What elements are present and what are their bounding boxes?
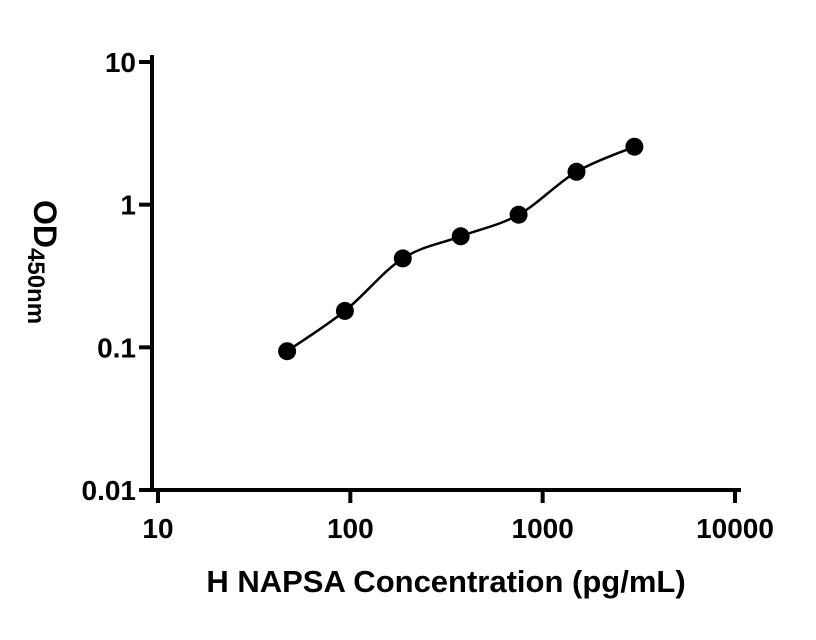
x-axis-title: H NAPSA Concentration (pg/mL) <box>206 564 685 599</box>
data-points <box>278 137 644 361</box>
y-tick-label: 10 <box>105 47 136 78</box>
axis-lines <box>150 55 741 492</box>
x-tick-label: 10 <box>142 513 173 544</box>
data-point <box>278 342 297 361</box>
y-axis-title-sub: 450nm <box>22 248 49 324</box>
tick-labels: 10 100 1000 10000 0.01 0.1 1 10 <box>82 47 774 544</box>
y-tick-label: 0.1 <box>97 332 136 363</box>
data-point <box>335 301 354 320</box>
data-point <box>509 205 528 224</box>
x-tick-label: 1000 <box>512 513 574 544</box>
data-point <box>393 249 412 268</box>
x-tick-label: 10000 <box>696 513 774 544</box>
data-point <box>567 162 586 181</box>
x-tick-label: 100 <box>327 513 374 544</box>
data-point <box>625 137 644 156</box>
y-tick-label: 1 <box>120 190 136 221</box>
y-tick-label: 0.01 <box>82 475 137 506</box>
y-axis-title: OD450nm <box>22 200 63 324</box>
axes <box>139 55 741 503</box>
y-axis-title-main: OD <box>27 200 63 248</box>
data-point <box>451 227 470 246</box>
